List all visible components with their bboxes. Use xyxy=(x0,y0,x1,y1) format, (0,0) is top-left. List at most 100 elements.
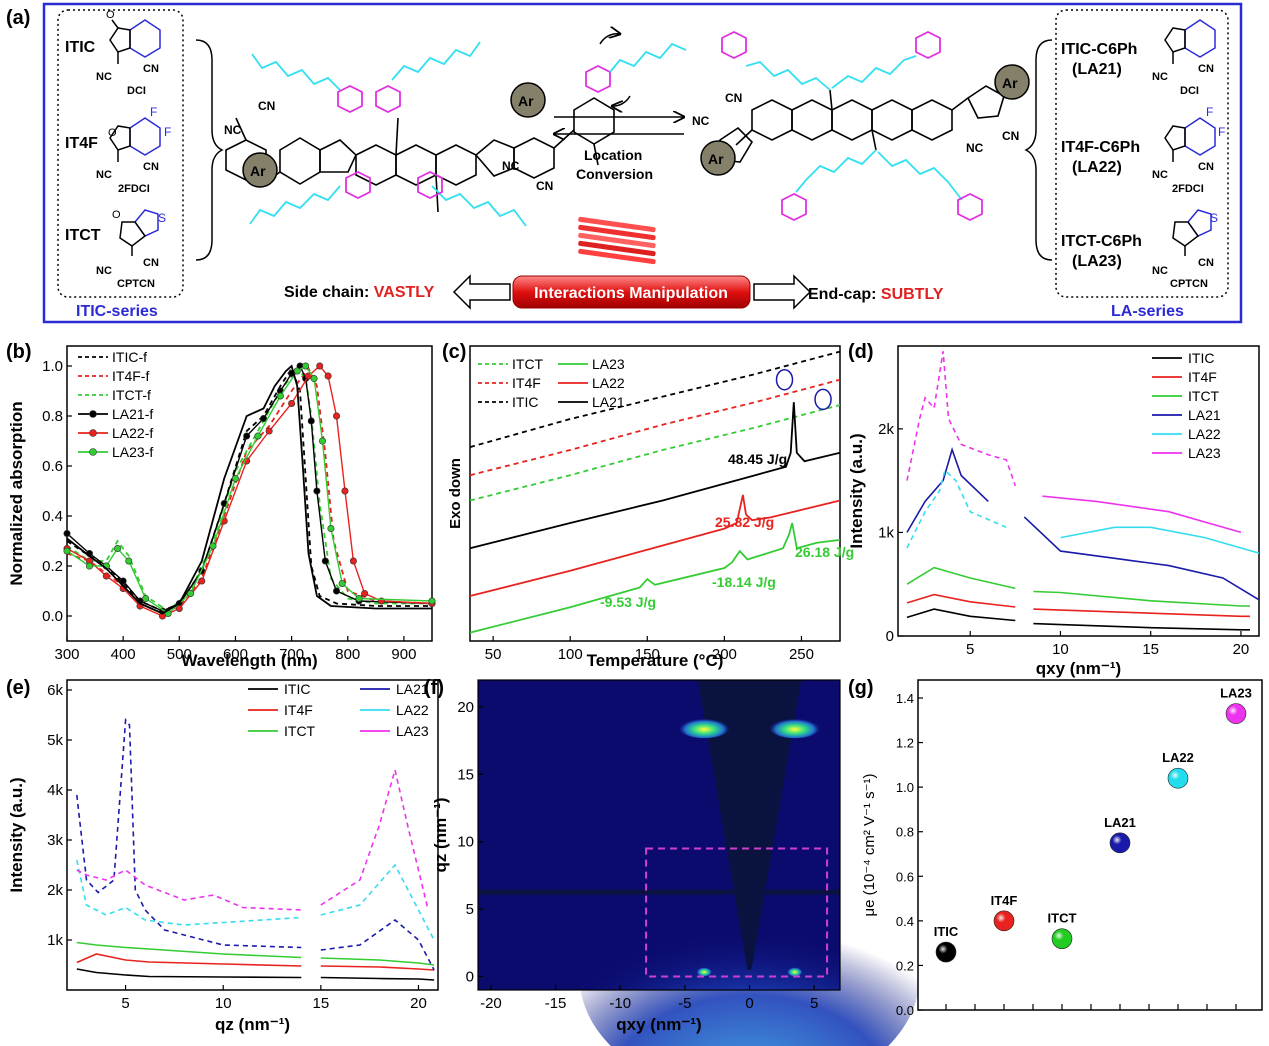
right-item-1-end: DCI xyxy=(1180,85,1199,97)
panel-label-g: (g) xyxy=(848,677,874,699)
data-point-la23-f xyxy=(209,542,217,550)
la-series-title: LA-series xyxy=(1111,303,1184,320)
plot-frame xyxy=(897,345,1260,637)
series-line-itic xyxy=(906,608,1016,622)
marker-circle-2 xyxy=(814,388,832,411)
series-line-la23 xyxy=(1042,495,1242,534)
f-atom-1: F xyxy=(150,105,157,119)
y-tick-label: 1.0 xyxy=(896,780,914,795)
legend-label: LA23 xyxy=(1188,445,1221,461)
x-tick-label: 10 xyxy=(215,995,232,1012)
side-chains-right xyxy=(745,55,963,201)
2fdci-nc-label: NC xyxy=(96,169,112,181)
data-point-la23-f xyxy=(428,597,436,605)
ar-label-right-2: Ar xyxy=(1002,75,1018,91)
y-tick-label: 0.2 xyxy=(896,958,914,973)
y-tick-label: 10 xyxy=(457,834,474,851)
enthalpy-annotation: 25.82 J/g xyxy=(715,514,774,530)
right-brace xyxy=(1024,39,1053,261)
legend-label: ITCT xyxy=(1188,388,1220,404)
panel-label-f: (f) xyxy=(424,677,444,699)
x-tick-label: -5 xyxy=(678,995,691,1012)
panel-label-b: (b) xyxy=(6,341,32,363)
panel-label-e: (e) xyxy=(6,677,30,699)
panel-label-c: (c) xyxy=(442,341,466,363)
cptcn-nc-label: NC xyxy=(96,265,112,277)
2fdci-structure-left xyxy=(109,117,161,162)
x-tick-label: 600 xyxy=(223,646,248,663)
cn-label-core: CN xyxy=(258,99,275,113)
legend-label: IT4F xyxy=(284,702,313,718)
dci-nc-label: NC xyxy=(96,71,112,83)
legend-label: ITIC-f xyxy=(112,349,147,365)
data-point-la23-f xyxy=(142,594,150,602)
cn-label-right-mol: CN xyxy=(725,91,742,105)
y-tick-label: 2k xyxy=(47,882,63,899)
x-tick-label: 700 xyxy=(279,646,304,663)
y-tick-label: 2k xyxy=(878,421,894,438)
data-point-la23-f xyxy=(293,367,301,375)
x-tick-label: 5 xyxy=(121,995,129,1012)
series-line-la23 xyxy=(906,351,1017,487)
right-item-3-name: ITCT-C6Ph xyxy=(1061,233,1142,250)
series-line-la21 xyxy=(320,918,435,971)
series-line-itct xyxy=(906,566,1016,590)
y-tick-label: 1.2 xyxy=(896,736,914,751)
data-point-la21-f xyxy=(243,432,251,440)
mobility-point-highlight xyxy=(1168,768,1188,789)
mobility-point-highlight xyxy=(936,942,956,963)
series-line-la22 xyxy=(76,859,302,926)
legend-label: LA22 xyxy=(1188,426,1221,442)
x-tick-label: 5 xyxy=(966,641,974,658)
legend-marker xyxy=(89,448,97,456)
legend-label: ITCT-f xyxy=(112,387,151,403)
nc-label-core-2: NC xyxy=(502,159,520,173)
y-tick-label: 4k xyxy=(47,782,63,799)
data-point-la22-f xyxy=(175,604,183,612)
legend-marker xyxy=(89,410,97,418)
series-line-la23-f xyxy=(66,365,433,615)
detector-gap xyxy=(478,889,840,895)
double-arrows xyxy=(452,274,812,310)
itic-series-title: ITIC-series xyxy=(76,303,158,320)
x-tick-label: 200 xyxy=(712,646,737,663)
series-line-itct xyxy=(320,957,435,966)
y-tick-label: 0.6 xyxy=(896,869,914,884)
enthalpy-annotation: -9.53 J/g xyxy=(600,594,656,610)
data-point-la23-f xyxy=(231,474,239,482)
legend-label: LA21 xyxy=(1188,407,1221,423)
y-tick-label: 0.4 xyxy=(896,914,914,929)
series-line-la23 xyxy=(76,869,302,911)
left-item-1-name: ITIC xyxy=(65,39,96,56)
data-point-la22-f xyxy=(341,487,349,495)
phenyl-rings-right xyxy=(721,30,983,222)
data-point-la22-f xyxy=(102,572,110,580)
legend-label: ITIC xyxy=(512,394,538,410)
f-atom-2: F xyxy=(164,125,171,139)
enthalpy-annotation: 48.45 J/g xyxy=(728,451,787,467)
right-item-2-code: (LA22) xyxy=(1072,159,1122,176)
left-item-3-end: CPTCN xyxy=(117,278,155,290)
legend-label: LA22 xyxy=(592,375,625,391)
left-brace xyxy=(195,39,224,261)
data-point-la23-f xyxy=(63,547,71,555)
itic-core-molecule xyxy=(225,97,615,213)
series-line-it4f xyxy=(320,965,435,971)
y-tick-label: 0.2 xyxy=(42,558,63,575)
cn-label-core-2: CN xyxy=(536,179,553,193)
series-line-it4f xyxy=(469,378,841,477)
y-tick-label: 0.6 xyxy=(42,458,63,475)
mobility-point-highlight xyxy=(1226,703,1246,724)
data-point-la21-f xyxy=(313,487,321,495)
x-tick-label: -20 xyxy=(480,995,502,1012)
right-item-2-end: 2FDCI xyxy=(1172,183,1204,195)
y-tick-label: 0 xyxy=(886,628,894,645)
data-point-la23-f xyxy=(187,589,195,597)
y-tick-label: 0.0 xyxy=(42,608,63,625)
x-tick-label: 20 xyxy=(1233,641,1250,658)
2fdci-o-atom: O xyxy=(108,127,117,139)
ar-label-right: Ar xyxy=(518,93,534,109)
x-tick-label: 800 xyxy=(335,646,360,663)
lamellar-spot-right xyxy=(786,966,803,977)
cptcn-s-atom: S xyxy=(158,211,166,225)
